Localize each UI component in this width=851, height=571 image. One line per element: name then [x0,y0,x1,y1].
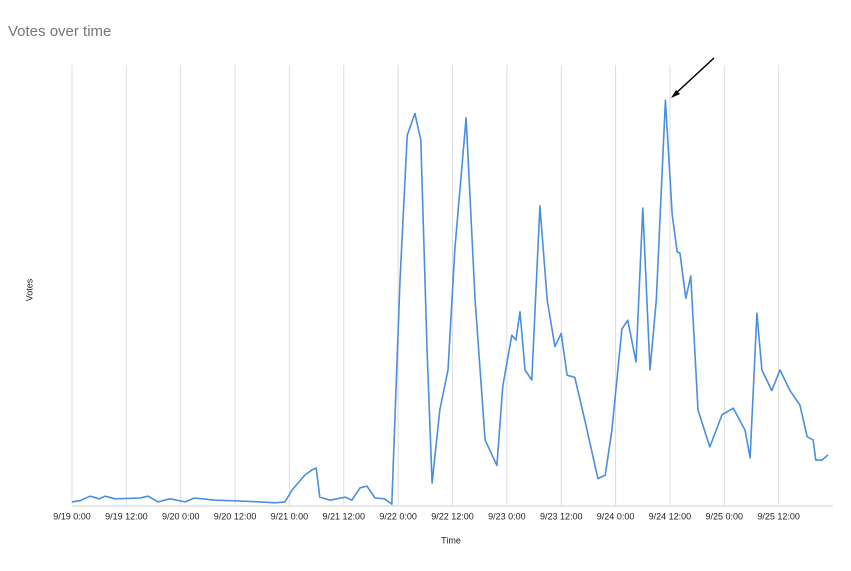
x-tick-label: 9/23 12:00 [540,511,583,521]
x-tick-label: 9/20 0:00 [162,511,200,521]
x-tick-label: 9/25 12:00 [757,511,800,521]
annotation-arrowhead [671,90,680,98]
x-tick-label: 9/24 12:00 [649,511,692,521]
x-tick-label: 9/19 0:00 [53,511,91,521]
x-tick-label: 9/22 0:00 [379,511,417,521]
x-tick-label: 9/24 0:00 [597,511,635,521]
x-tick-label: 9/21 0:00 [271,511,309,521]
x-tick-label: 9/23 0:00 [488,511,526,521]
chart-title: Votes over time [8,23,111,40]
y-axis-label: Votes [24,278,34,301]
x-tick-label: 9/19 12:00 [105,511,148,521]
data-line [71,99,829,505]
x-tick-label: 9/22 12:00 [431,511,474,521]
x-tick-label: 9/25 0:00 [706,511,744,521]
annotation-arrow [673,57,715,96]
x-tick-label: 9/20 12:00 [214,511,257,521]
x-axis-label: Time [441,535,461,545]
x-tick-label: 9/21 12:00 [323,511,366,521]
